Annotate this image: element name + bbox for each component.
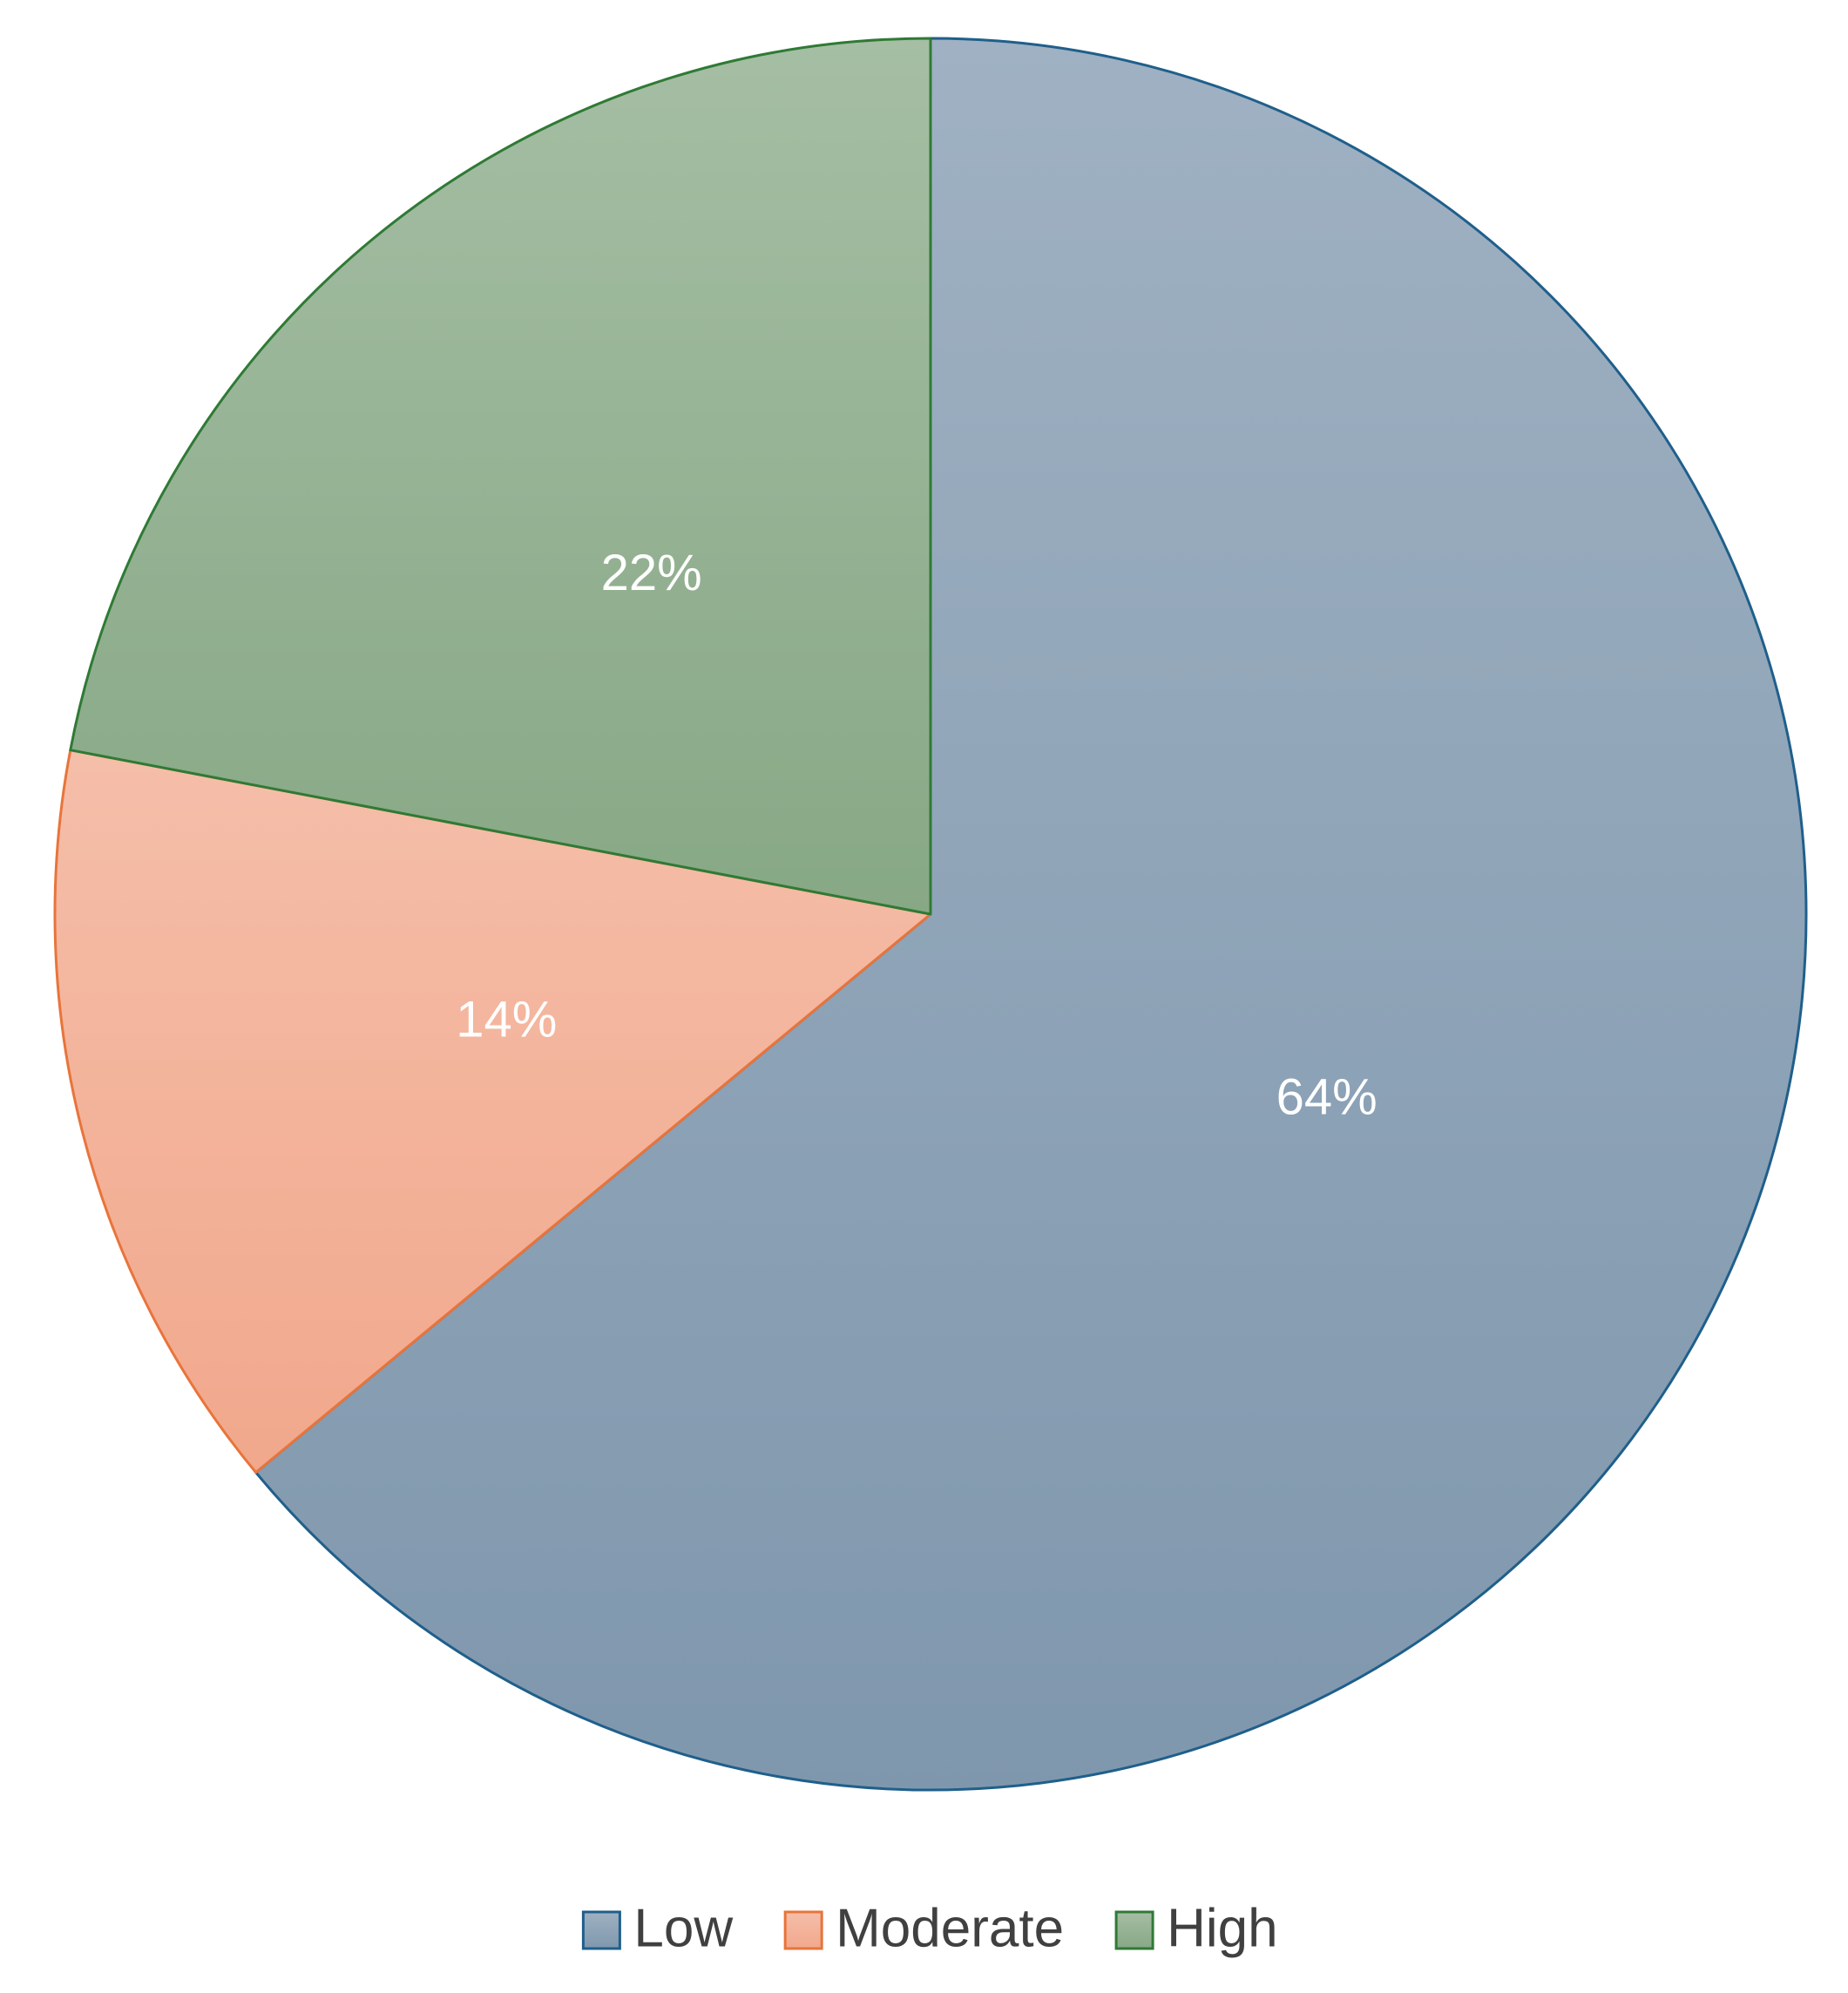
legend-label: Moderate: [836, 1898, 1064, 1958]
data-label: 64%: [1276, 1068, 1378, 1125]
legend-swatch: [581, 1910, 621, 1950]
data-label: 14%: [456, 991, 557, 1047]
legend-label: High: [1167, 1898, 1278, 1958]
legend-swatch: [1114, 1910, 1154, 1950]
pie-slice: [254, 37, 1808, 1792]
data-label: 22%: [601, 545, 702, 601]
legend-label: Low: [633, 1898, 733, 1958]
pie-slice: [53, 749, 932, 1474]
legend-swatch: [783, 1910, 823, 1950]
pie-slice: [69, 37, 932, 916]
